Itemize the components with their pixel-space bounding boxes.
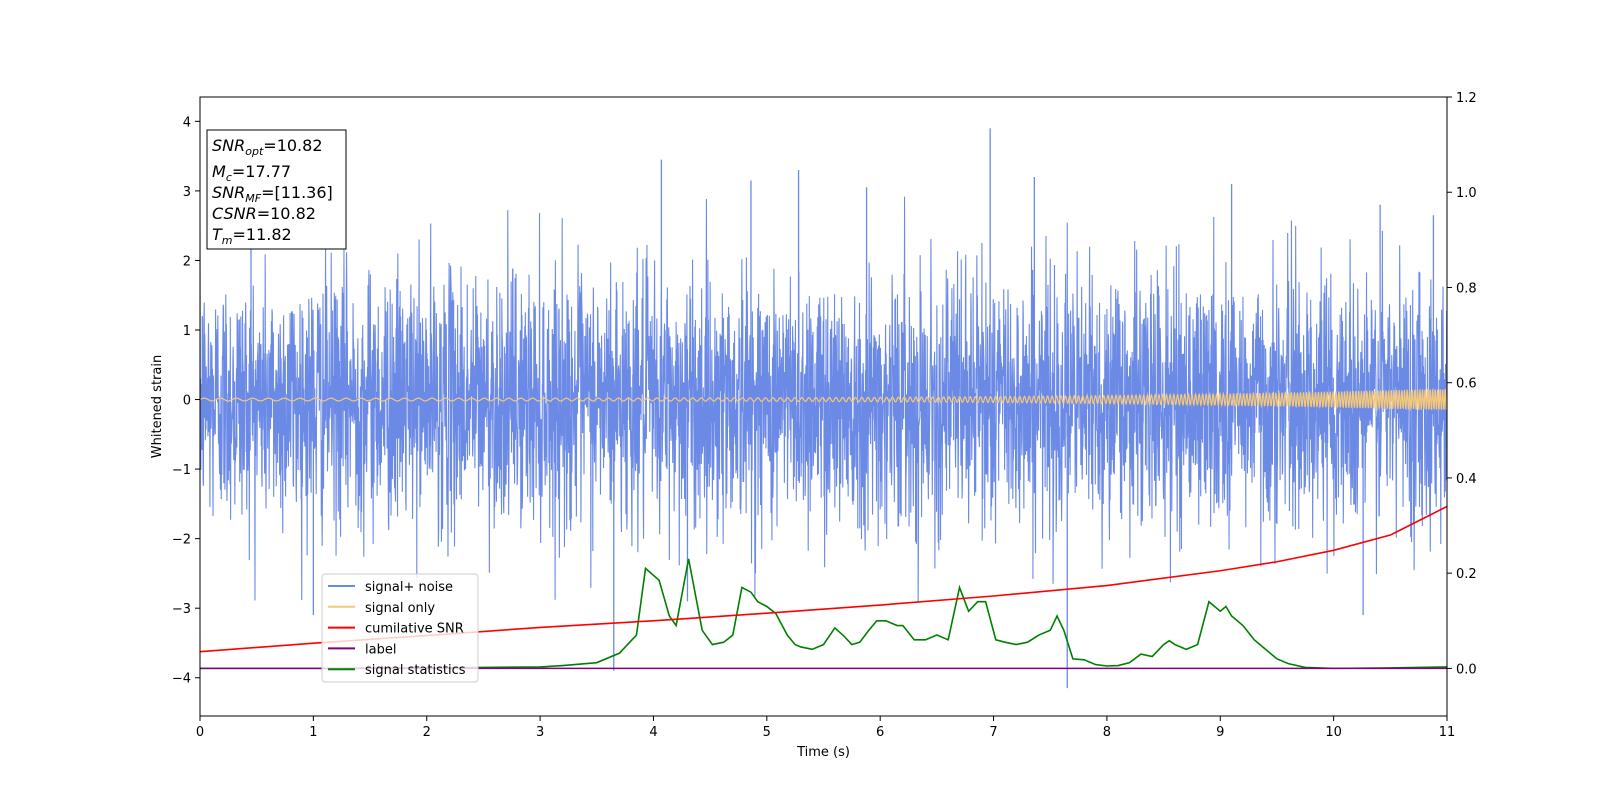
x-tick-label: 8 <box>1103 725 1111 740</box>
y2-tick-label: 0.0 <box>1456 662 1477 677</box>
x-tick-label: 1 <box>309 725 317 740</box>
y-tick-label: −1 <box>172 463 191 478</box>
x-tick-label: 9 <box>1216 725 1224 740</box>
stats-snr-opt: SNRopt=10.82 <box>212 136 323 158</box>
x-tick-label: 4 <box>649 725 657 740</box>
y2-tick-label: 0.4 <box>1456 472 1477 487</box>
y2-tick-label: 1.2 <box>1456 91 1477 106</box>
y-axis-title: Whitened strain <box>150 355 165 458</box>
stats-box-frame <box>206 129 347 250</box>
legend-label: cumilative SNR <box>365 622 464 637</box>
stats-snr-mf: SNRMF=[11.36] <box>212 183 333 205</box>
y-tick-label: −4 <box>172 672 191 687</box>
y-tick-label: −3 <box>172 602 191 617</box>
legend-box <box>321 573 479 683</box>
stats-mc: Mc=17.77 <box>212 162 291 184</box>
x-tick-label: 7 <box>989 725 997 740</box>
stats-csnr: CSNR=10.82 <box>212 204 316 223</box>
x-axis-title: Time (s) <box>796 745 850 760</box>
y-tick-label: 1 <box>183 324 191 339</box>
y-tick-label: 0 <box>183 394 191 409</box>
x-tick-label: 0 <box>196 725 204 740</box>
y2-tick-label: 0.8 <box>1456 281 1477 296</box>
legend-label: label <box>365 642 396 657</box>
series-signal-only-line <box>200 387 1447 411</box>
series-signal-statistics-line <box>200 558 1447 670</box>
x-tick-label: 2 <box>423 725 431 740</box>
legend-label: signal only <box>365 601 435 616</box>
x-tick-label: 10 <box>1325 725 1342 740</box>
x-tick-label: 5 <box>763 725 771 740</box>
y-tick-label: −2 <box>172 533 191 548</box>
x-tick-label: 3 <box>536 725 544 740</box>
y-tick-label: 3 <box>183 185 191 200</box>
legend-label: signal+ noise <box>365 580 453 595</box>
y-tick-label: 2 <box>183 254 191 269</box>
y2-tick-label: 0.6 <box>1456 377 1477 392</box>
y-tick-label: 4 <box>183 115 191 130</box>
legend-label: signal statistics <box>365 663 466 678</box>
plot-frame <box>199 96 1448 717</box>
y2-tick-label: 0.2 <box>1456 567 1477 582</box>
stats-box: SNRopt=10.82 Mc=17.77 SNRMF=[11.36] CSNR… <box>206 129 347 250</box>
stats-tm: Tm=11.82 <box>212 225 292 247</box>
x-tick-label: 6 <box>876 725 884 740</box>
x-tick-label: 11 <box>1439 725 1456 740</box>
y2-tick-label: 1.0 <box>1456 186 1477 201</box>
